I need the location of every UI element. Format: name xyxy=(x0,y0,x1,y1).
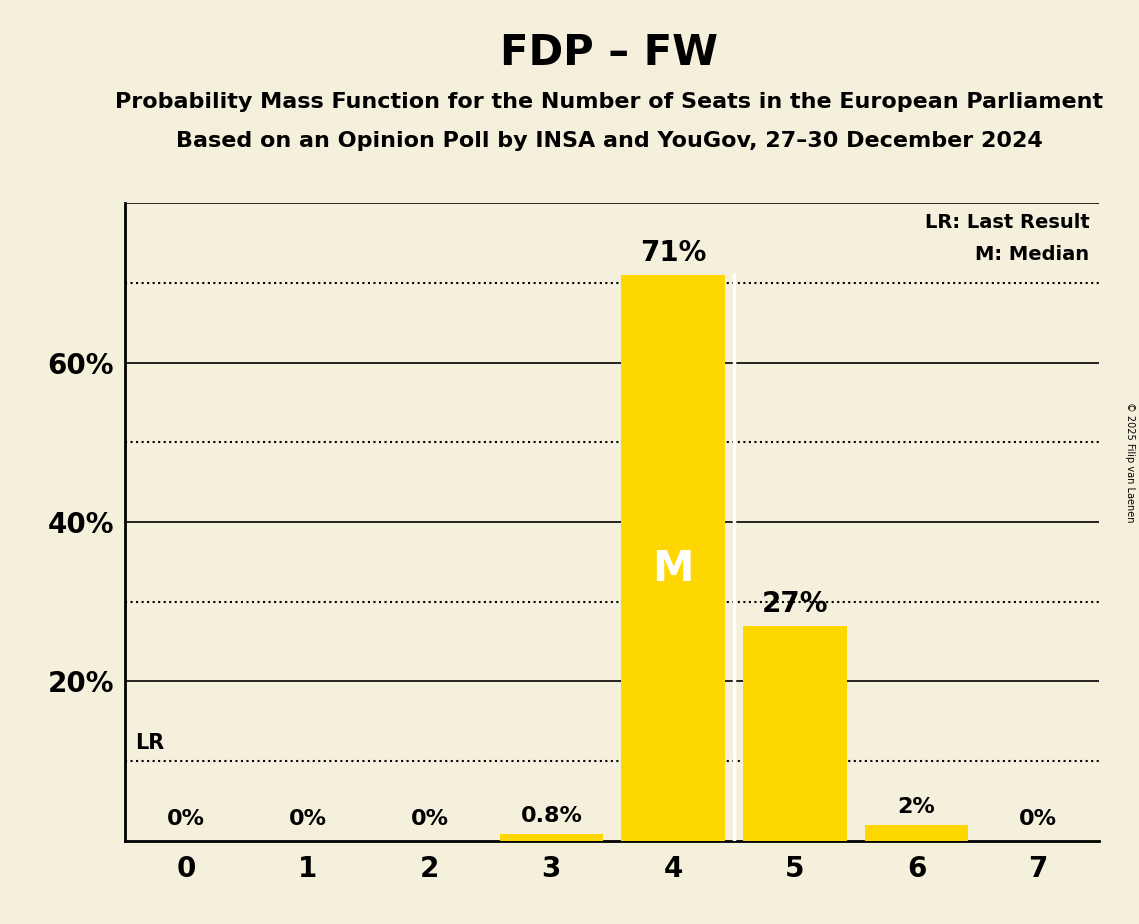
Text: 0%: 0% xyxy=(1019,808,1057,829)
Text: 0%: 0% xyxy=(411,808,449,829)
Text: 0%: 0% xyxy=(289,808,327,829)
Text: LR: LR xyxy=(136,733,164,753)
Text: 71%: 71% xyxy=(640,239,706,267)
Bar xyxy=(743,626,846,841)
Text: LR: Last Result: LR: Last Result xyxy=(925,213,1089,232)
Text: Based on an Opinion Poll by INSA and YouGov, 27–30 December 2024: Based on an Opinion Poll by INSA and You… xyxy=(177,131,1042,152)
Text: 0.8%: 0.8% xyxy=(521,807,582,826)
Text: 2%: 2% xyxy=(898,796,935,817)
Text: 0%: 0% xyxy=(167,808,205,829)
Text: Probability Mass Function for the Number of Seats in the European Parliament: Probability Mass Function for the Number… xyxy=(115,92,1104,113)
Bar xyxy=(865,825,968,841)
Text: FDP – FW: FDP – FW xyxy=(500,32,719,74)
Bar xyxy=(500,834,603,841)
Text: M: M xyxy=(653,548,694,590)
Bar xyxy=(622,275,724,841)
Text: 27%: 27% xyxy=(762,590,828,618)
Text: M: Median: M: Median xyxy=(975,245,1089,263)
Text: © 2025 Filip van Laenen: © 2025 Filip van Laenen xyxy=(1125,402,1134,522)
